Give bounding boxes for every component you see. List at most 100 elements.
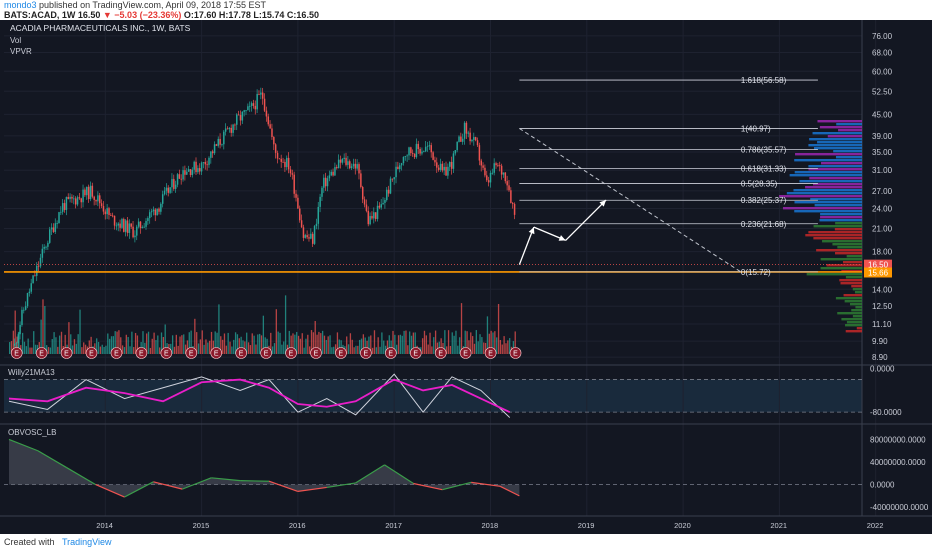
volume-bar bbox=[225, 345, 227, 354]
volume-bar bbox=[194, 318, 196, 354]
candle-body bbox=[37, 265, 40, 267]
candle-body bbox=[56, 223, 58, 224]
volume-bar bbox=[159, 347, 161, 354]
tradingview-brand[interactable]: TradingView bbox=[62, 537, 112, 547]
candle-body bbox=[260, 92, 262, 95]
candle-body bbox=[247, 106, 249, 111]
candle-body bbox=[384, 200, 386, 203]
projection-arrow[interactable] bbox=[565, 199, 607, 241]
volume-bar bbox=[253, 335, 255, 354]
candle-body bbox=[84, 189, 86, 196]
author-link[interactable]: mondo3 bbox=[4, 0, 37, 10]
earnings-marker[interactable] bbox=[135, 347, 148, 359]
candle-body bbox=[482, 165, 484, 168]
candle-body bbox=[469, 132, 471, 142]
candle-body bbox=[486, 175, 488, 181]
time-axis-label: 2021 bbox=[770, 521, 787, 530]
candle-body bbox=[78, 197, 81, 199]
volume-bar bbox=[449, 345, 452, 354]
volume-bar bbox=[255, 344, 257, 354]
earnings-marker[interactable] bbox=[210, 347, 223, 359]
candle-body bbox=[136, 226, 138, 236]
volume-bar bbox=[346, 336, 348, 354]
obv-area bbox=[9, 439, 520, 498]
volume-bar bbox=[281, 344, 283, 354]
earnings-marker[interactable] bbox=[235, 347, 247, 359]
volume-bar bbox=[410, 335, 413, 354]
indicator-name: VPVR bbox=[10, 47, 32, 56]
earnings-marker[interactable] bbox=[110, 347, 123, 359]
candle-body bbox=[417, 143, 420, 149]
volume-bar bbox=[497, 303, 500, 354]
earnings-marker[interactable] bbox=[60, 347, 73, 359]
candle-body bbox=[60, 211, 62, 213]
candle-body bbox=[497, 165, 499, 166]
candle-body bbox=[300, 220, 303, 228]
volume-bar bbox=[133, 347, 135, 354]
volume-bar bbox=[490, 330, 492, 354]
volume-bar bbox=[77, 334, 79, 354]
earnings-marker[interactable] bbox=[509, 347, 522, 359]
candle-body bbox=[178, 174, 181, 179]
volume-bar bbox=[325, 339, 327, 354]
candle-body bbox=[171, 178, 173, 188]
obv-segment bbox=[442, 481, 472, 491]
earnings-marker[interactable] bbox=[310, 347, 322, 359]
earnings-marker[interactable] bbox=[285, 347, 297, 359]
candle-body bbox=[49, 229, 51, 243]
earnings-marker[interactable] bbox=[360, 347, 372, 359]
volume-bar bbox=[170, 343, 172, 354]
volume-bar bbox=[31, 347, 33, 354]
chart-footer: Created with TradingView bbox=[0, 534, 932, 550]
projection-arrow[interactable] bbox=[518, 226, 535, 265]
volume-bar bbox=[55, 337, 57, 354]
volume-bar bbox=[447, 330, 450, 354]
earnings-marker[interactable] bbox=[409, 347, 422, 359]
earnings-marker[interactable] bbox=[459, 347, 472, 359]
candle-body bbox=[110, 214, 112, 216]
earnings-marker[interactable] bbox=[260, 347, 272, 359]
earnings-marker[interactable] bbox=[434, 347, 447, 359]
earnings-marker[interactable] bbox=[10, 347, 23, 359]
volume-bar bbox=[236, 334, 239, 354]
vpvr-bar bbox=[851, 309, 862, 312]
volume-bar bbox=[349, 333, 352, 354]
volume-bar bbox=[334, 344, 337, 354]
candle-body bbox=[295, 193, 297, 198]
volume-bar bbox=[509, 338, 511, 354]
earnings-marker[interactable] bbox=[35, 347, 48, 359]
volume-bar bbox=[494, 331, 496, 354]
price-axis-label: 14.00 bbox=[872, 285, 893, 294]
candle-body bbox=[213, 144, 216, 154]
earnings-marker[interactable] bbox=[335, 347, 347, 359]
earnings-marker[interactable] bbox=[160, 347, 173, 359]
price-axis-label: 8.90 bbox=[872, 353, 888, 362]
vpvr-bar bbox=[808, 231, 862, 234]
symbol-label: BATS:ACAD, 1W bbox=[4, 10, 76, 20]
earnings-marker[interactable] bbox=[185, 347, 198, 359]
earnings-marker[interactable] bbox=[484, 347, 497, 359]
vpvr-bar bbox=[782, 207, 862, 210]
price-axis-label: 12.50 bbox=[872, 302, 893, 311]
volume-bar bbox=[173, 346, 176, 354]
volume-bar bbox=[388, 335, 390, 354]
volume-bar bbox=[49, 347, 52, 354]
vpvr-bar bbox=[854, 291, 862, 294]
volume-bar bbox=[270, 332, 272, 354]
volume-bar bbox=[131, 331, 133, 354]
candle-body bbox=[510, 190, 512, 203]
candle-body bbox=[371, 216, 373, 219]
candle-body bbox=[508, 185, 510, 191]
earnings-marker[interactable] bbox=[385, 347, 397, 359]
candle-body bbox=[113, 215, 116, 226]
candle-body bbox=[241, 111, 244, 121]
dashed-trend-line[interactable] bbox=[519, 128, 742, 273]
earnings-marker[interactable] bbox=[85, 347, 98, 359]
volume-bar bbox=[440, 338, 442, 354]
candle-body bbox=[299, 208, 301, 221]
volume-bar bbox=[429, 332, 431, 354]
candle-body bbox=[374, 212, 377, 219]
candle-body bbox=[400, 163, 403, 166]
